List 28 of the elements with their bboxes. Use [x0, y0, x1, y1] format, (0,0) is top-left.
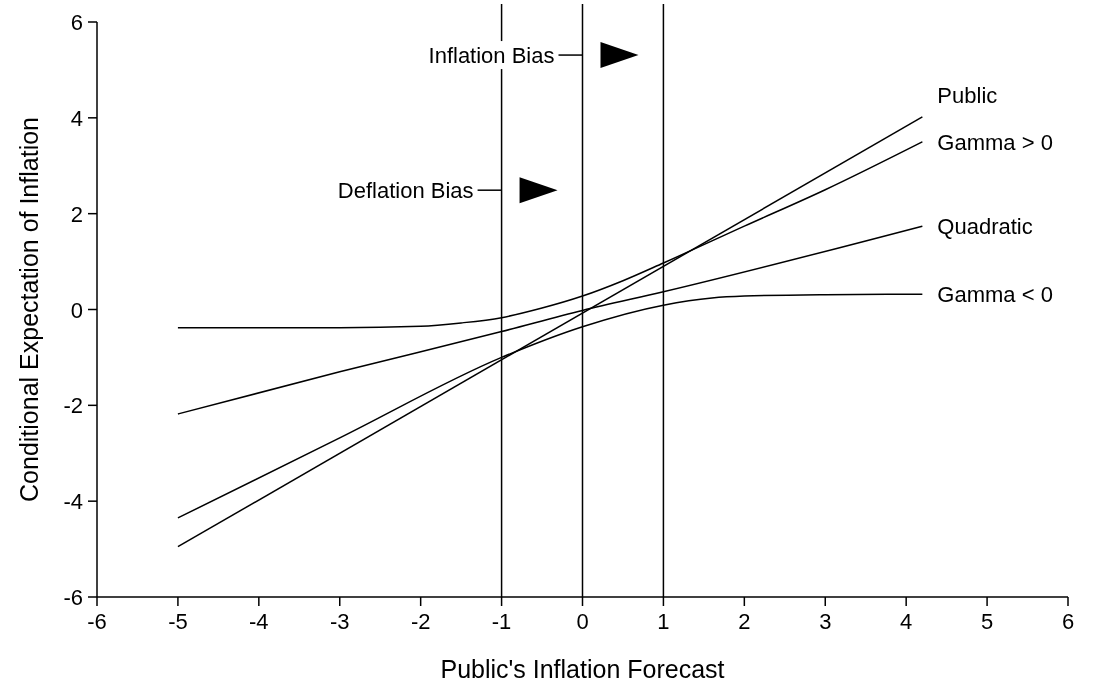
y-tick-label: -6: [63, 585, 83, 610]
y-tick-label: -4: [63, 489, 83, 515]
x-tick-label: -1: [491, 609, 512, 634]
x-tick-label: 6: [1061, 609, 1075, 634]
y-tick-label: -2: [63, 393, 83, 419]
x-axis-title: Public's Inflation Forecast: [440, 655, 725, 683]
x-tick-label: -6: [87, 609, 107, 634]
x-tick-label: 3: [819, 609, 832, 634]
y-tick-label: 0: [70, 297, 83, 323]
annotation: Inflation Bias: [428, 43, 555, 69]
y-tick-label: 6: [70, 10, 83, 35]
x-tick-label: -4: [249, 609, 269, 634]
x-tick-label: -5: [168, 609, 188, 634]
x-tick-label: 1: [657, 609, 670, 634]
x-tick-label: -2: [410, 609, 431, 634]
y-axis-title: Conditional Expectation of Inflation: [15, 117, 43, 502]
series-label: Gamma > 0: [937, 129, 1053, 155]
annotation: Deflation Bias: [337, 178, 474, 204]
x-tick-label: 2: [738, 609, 751, 634]
y-tick-label: 2: [70, 201, 83, 227]
x-tick-label: 4: [900, 609, 913, 634]
series-label: Quadratic: [937, 214, 1033, 240]
y-tick-label: 4: [70, 105, 83, 131]
series-label: Public: [937, 82, 998, 108]
x-tick-label: 5: [980, 609, 994, 634]
x-tick-label: 0: [576, 609, 589, 634]
x-tick-label: -3: [329, 609, 350, 634]
series-label: Gamma < 0: [937, 282, 1053, 308]
